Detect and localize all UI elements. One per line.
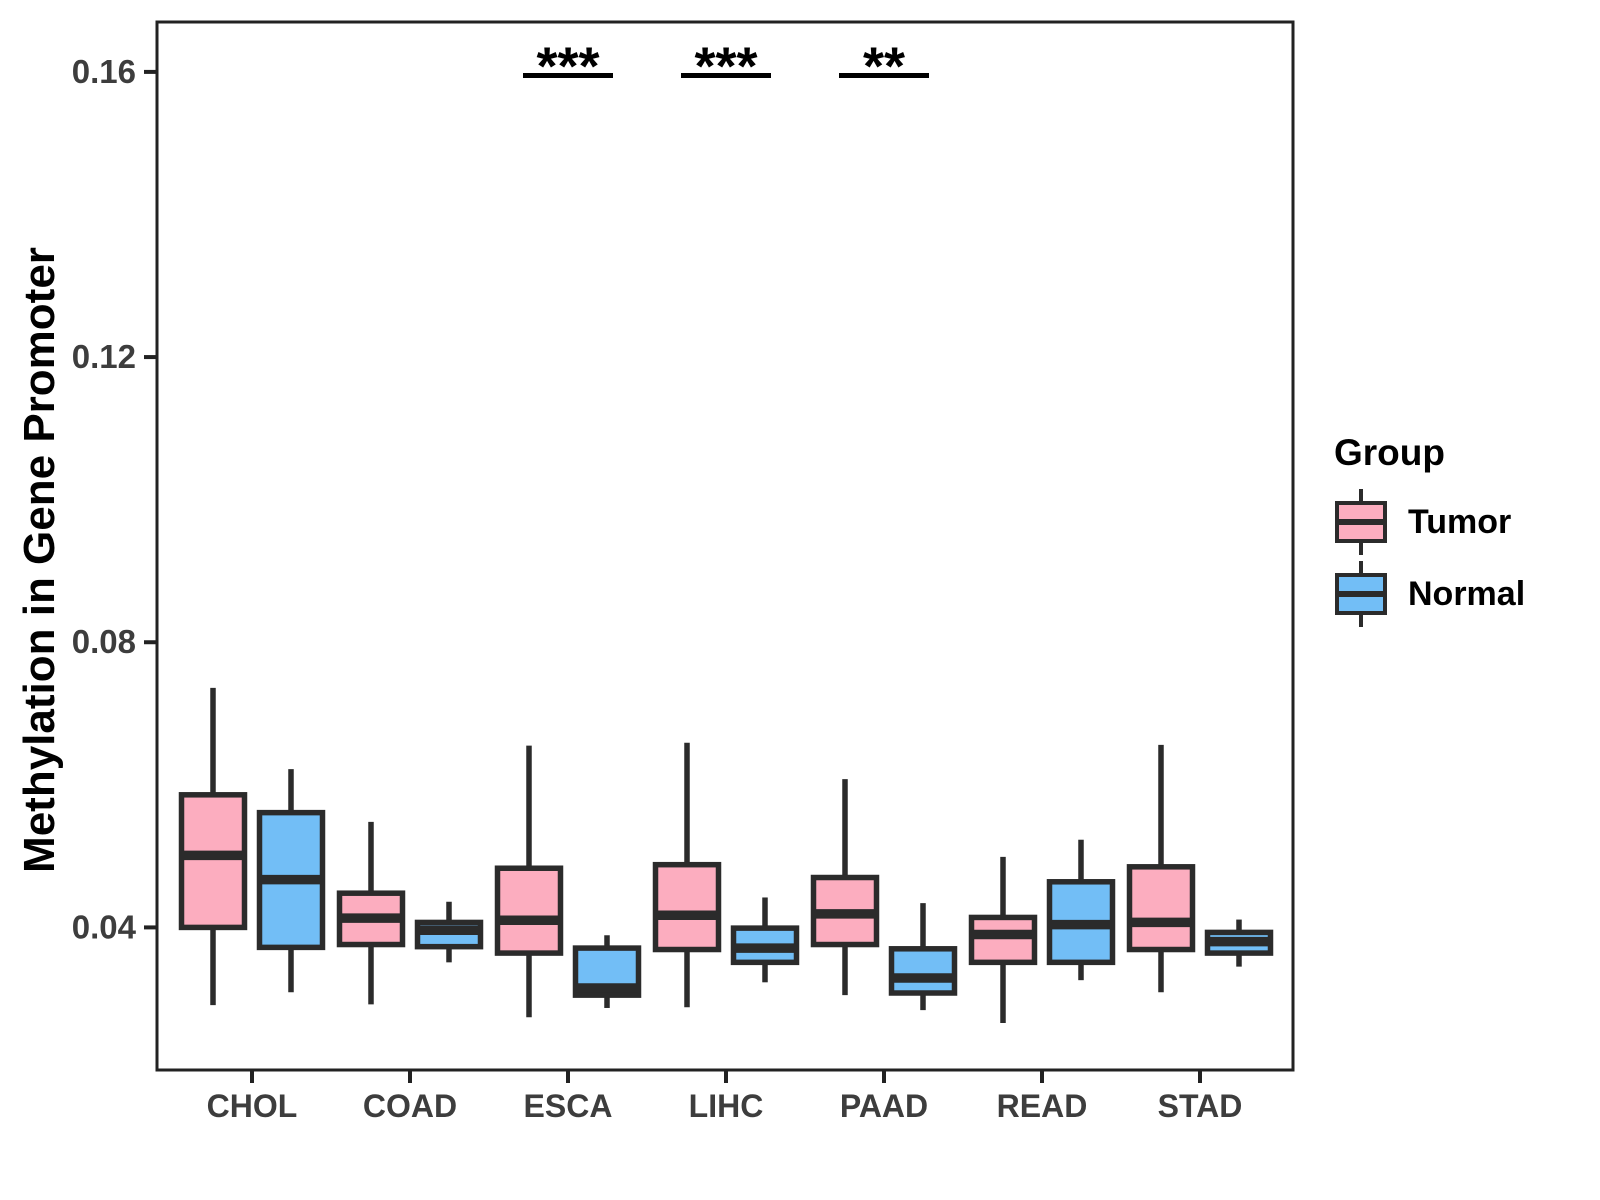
- box-tumor-STAD: [1126, 864, 1196, 953]
- y-axis-title: Methylation in Gene Promoter: [15, 247, 64, 873]
- x-tick-label-ESCA: ESCA: [524, 1088, 613, 1124]
- box-tumor-LIHC: [652, 861, 722, 953]
- y-tick-label-0.08: 0.08: [72, 623, 136, 660]
- legend: Group Tumor Normal: [1332, 432, 1525, 630]
- x-tick-label-CHOL: CHOL: [207, 1088, 298, 1124]
- panel-border: [155, 20, 1295, 1072]
- y-tick-label-0.04: 0.04: [72, 908, 137, 945]
- x-tick-label-STAD: STAD: [1158, 1088, 1243, 1124]
- legend-item-normal: Normal: [1332, 558, 1525, 630]
- legend-title: Group: [1334, 432, 1445, 473]
- normal-boxplot-key-icon: [1335, 561, 1387, 627]
- significance-label-PAAD: **: [863, 36, 905, 96]
- box-tumor-CHOL: [178, 792, 248, 931]
- box-tumor-READ: [968, 914, 1038, 966]
- box-normal-PAAD: [888, 946, 958, 996]
- significance-label-ESCA: ***: [536, 36, 599, 96]
- tumor-boxplot-key-icon: [1335, 489, 1387, 555]
- legend-label-tumor: Tumor: [1408, 502, 1512, 541]
- box-tumor-ESCA: [494, 865, 564, 956]
- x-tick-label-PAAD: PAAD: [840, 1088, 928, 1124]
- significance-label-LIHC: ***: [694, 36, 757, 96]
- x-tick-label-LIHC: LIHC: [689, 1088, 764, 1124]
- x-tick-label-COAD: COAD: [363, 1088, 457, 1124]
- y-tick-label-0.12: 0.12: [72, 338, 136, 375]
- legend-item-tumor: Tumor: [1332, 486, 1525, 558]
- y-tick-label-0.16: 0.16: [72, 53, 136, 90]
- x-tick-label-READ: READ: [997, 1088, 1088, 1124]
- legend-label-normal: Normal: [1408, 574, 1526, 613]
